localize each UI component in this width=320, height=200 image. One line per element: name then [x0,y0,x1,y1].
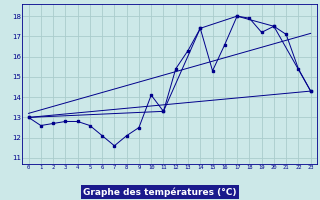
Text: Graphe des températures (°C): Graphe des températures (°C) [83,187,237,197]
